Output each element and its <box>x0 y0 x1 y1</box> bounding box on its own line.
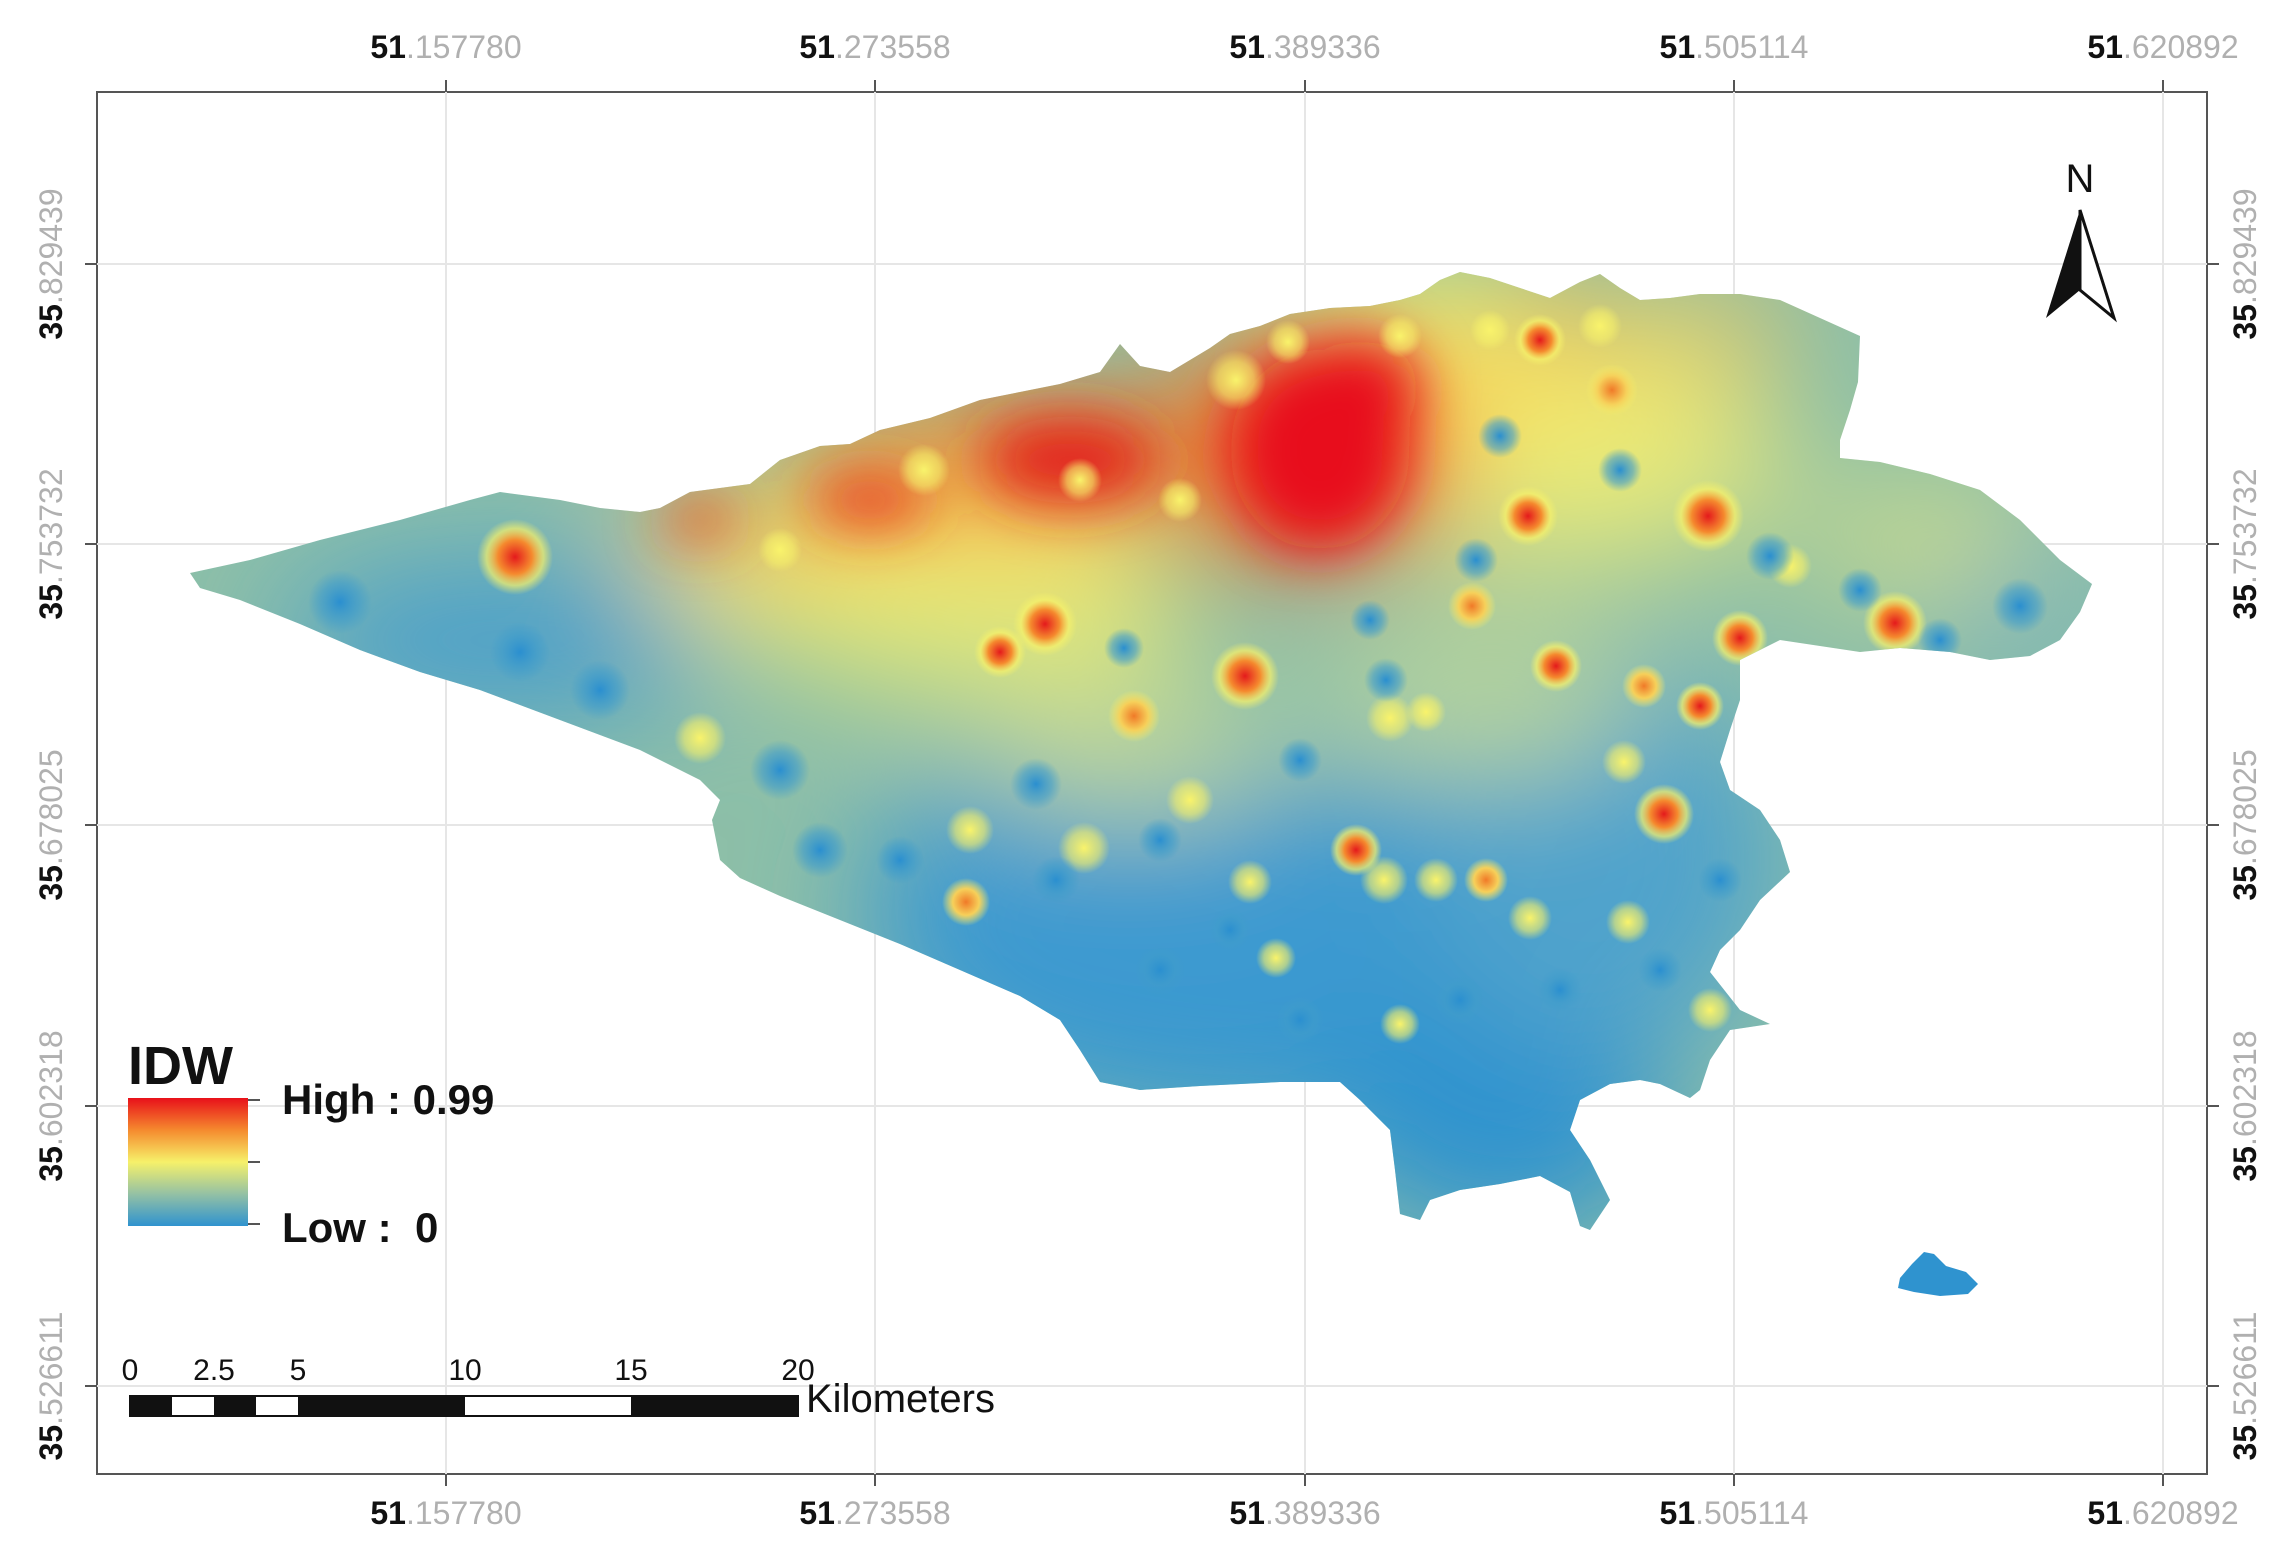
top-tick-label: 51.157780 <box>370 29 521 65</box>
left-tick-label: 35.602318 <box>33 1030 69 1181</box>
left-axis-labels: 35.829439 35.753732 35.678025 35.602318 … <box>33 188 69 1460</box>
top-tick-label: 51.273558 <box>799 29 950 65</box>
scale-bar: 0 2.5 5 10 15 20 Kilometers <box>122 1354 995 1421</box>
bottom-tick-label: 51.157780 <box>370 1495 521 1531</box>
legend: IDW High : 0.99 Low : 0 <box>128 1036 494 1251</box>
scale-tick-label: 10 <box>448 1354 481 1387</box>
left-tick-label: 35.678025 <box>33 749 69 900</box>
tick-marks <box>85 80 2219 1486</box>
legend-low-label: Low : 0 <box>282 1204 438 1251</box>
scale-tick-label: 20 <box>781 1354 814 1387</box>
left-tick-label: 35.829439 <box>33 188 69 339</box>
right-tick-label: 35.602318 <box>2227 1030 2263 1181</box>
right-tick-label: 35.678025 <box>2227 749 2263 900</box>
top-tick-label: 51.505114 <box>1660 29 1809 65</box>
right-tick-label: 35.753732 <box>2227 468 2263 619</box>
north-arrow: N <box>2046 157 2117 323</box>
north-label: N <box>2066 157 2095 201</box>
detached-region <box>1898 1252 1978 1296</box>
left-tick-label: 35.526611 <box>33 1312 69 1461</box>
bottom-tick-label: 51.620892 <box>2087 1495 2238 1531</box>
right-tick-label: 35.526611 <box>2227 1312 2263 1461</box>
north-arrow-icon <box>2046 210 2080 318</box>
legend-color-ramp <box>128 1098 248 1226</box>
scale-tick-label: 15 <box>614 1354 647 1387</box>
right-tick-label: 35.829439 <box>2227 188 2263 339</box>
left-tick-label: 35.753732 <box>33 468 69 619</box>
scale-tick-label: 5 <box>290 1354 307 1387</box>
bottom-axis-labels: 51.157780 51.273558 51.389336 51.505114 … <box>370 1495 2238 1531</box>
bottom-tick-label: 51.273558 <box>799 1495 950 1531</box>
bottom-tick-label: 51.505114 <box>1660 1495 1809 1531</box>
legend-high-label: High : 0.99 <box>282 1076 494 1123</box>
scale-unit-label: Kilometers <box>806 1377 995 1421</box>
scale-tick-label: 0 <box>122 1354 139 1387</box>
legend-title: IDW <box>128 1036 233 1096</box>
top-tick-label: 51.389336 <box>1229 29 1380 65</box>
bottom-tick-label: 51.389336 <box>1229 1495 1380 1531</box>
right-axis-labels: 35.829439 35.753732 35.678025 35.602318 … <box>2227 188 2263 1460</box>
top-tick-label: 51.620892 <box>2087 29 2238 65</box>
scale-tick-label: 2.5 <box>193 1354 235 1387</box>
top-axis-labels: 51.157780 51.273558 51.389336 51.505114 … <box>370 29 2238 65</box>
